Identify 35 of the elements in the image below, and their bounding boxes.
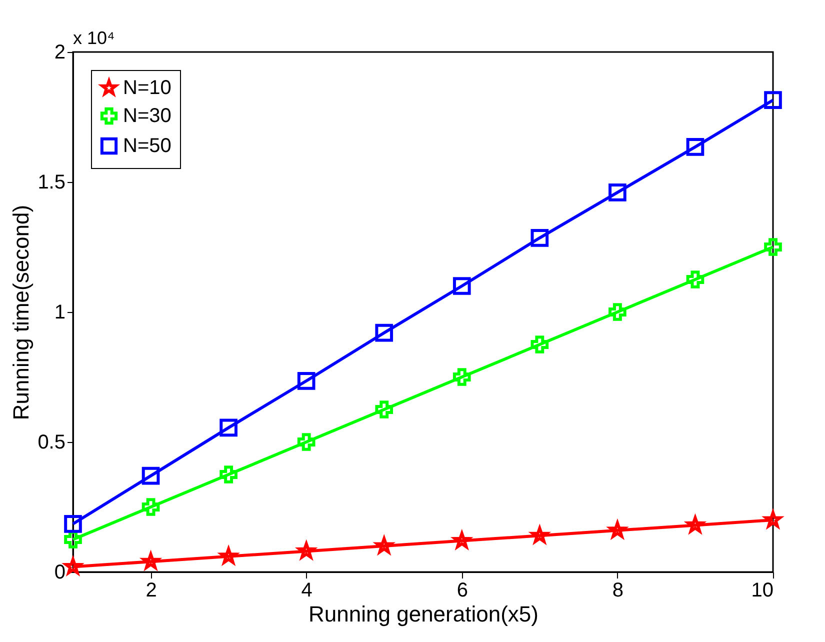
y-tick-label: 0 xyxy=(54,562,66,584)
point xyxy=(530,228,549,247)
y-tick-label: 1 xyxy=(54,302,66,324)
x-tick-label: 2 xyxy=(146,580,157,602)
point xyxy=(608,183,626,202)
point xyxy=(764,91,782,110)
point xyxy=(764,238,782,256)
x-tick-label: 6 xyxy=(456,580,468,602)
point xyxy=(220,418,238,437)
x-tick-label: 10 xyxy=(751,580,774,602)
legend-label: N=10 xyxy=(123,77,172,99)
text: x 10⁴ xyxy=(73,28,115,48)
point xyxy=(686,138,704,156)
x-tick-label: 8 xyxy=(612,580,624,602)
point xyxy=(220,466,238,484)
y-tick-label: 1.5 xyxy=(38,172,66,194)
point xyxy=(64,514,82,533)
point xyxy=(530,336,549,354)
point xyxy=(297,372,316,390)
x-tick-label: 4 xyxy=(301,580,312,602)
y-axis-title: Running time(second) xyxy=(8,204,34,420)
point xyxy=(142,498,160,516)
x-axis-title: Running generation(x5) xyxy=(308,602,538,626)
point xyxy=(375,400,394,418)
legend-label: N=30 xyxy=(123,105,172,127)
point xyxy=(608,303,626,321)
y-tick-label: 2 xyxy=(54,42,66,64)
point xyxy=(375,324,394,342)
point xyxy=(686,270,704,288)
point xyxy=(142,466,160,485)
point xyxy=(452,368,471,386)
legend-label: N=50 xyxy=(123,135,172,157)
y-tick-label: 0.5 xyxy=(38,432,66,454)
point xyxy=(297,433,316,451)
point xyxy=(452,277,471,295)
